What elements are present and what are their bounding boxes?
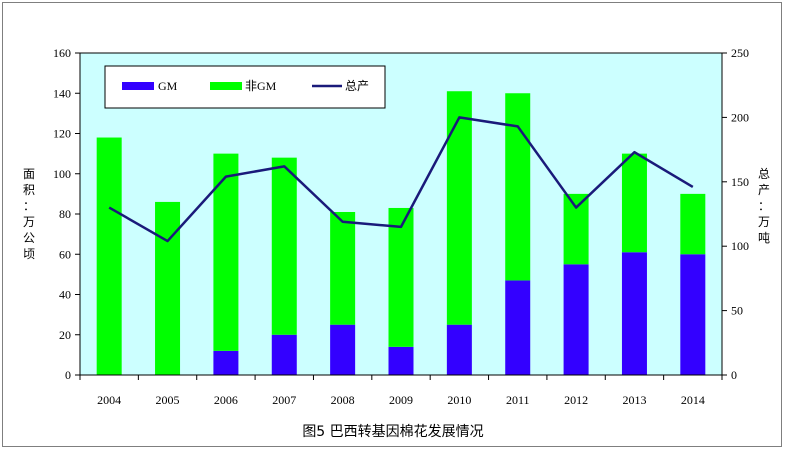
ytitle-left-char: 万: [23, 215, 35, 229]
tick-label-left-160: 160: [53, 46, 71, 60]
bar-gm-2012: [563, 264, 589, 375]
line-layer: [108, 116, 694, 243]
tick-label-x-2013: 2013: [622, 393, 646, 407]
tick-label-right-50: 50: [731, 304, 743, 318]
bar-nongm-2013: [621, 153, 647, 253]
legend-label-nongm: 非GM: [245, 79, 277, 93]
tick-label-right-250: 250: [731, 46, 749, 60]
bar-nongm-2008: [330, 211, 356, 325]
bar-gm-2010: [446, 324, 472, 375]
ytitle-left-char: ：: [23, 199, 35, 213]
tick-label-x-2005: 2005: [156, 393, 180, 407]
bar-nongm-2014: [680, 193, 706, 255]
ytitle-left-char: 积: [23, 183, 35, 197]
bar-gm-2011: [505, 280, 531, 375]
tick-label-x-2007: 2007: [272, 393, 296, 407]
tick-label-right-100: 100: [731, 239, 749, 253]
bar-nongm-2006: [213, 153, 239, 351]
ytitle-right-char: 产: [758, 183, 770, 197]
bar-nongm-2009: [388, 207, 414, 347]
y-axis-title-left: 面积 ： 万公顷: [23, 167, 35, 261]
bar-nongm-2005: [155, 201, 181, 375]
tick-label-x-2014: 2014: [681, 393, 705, 407]
ytitle-right-char: 总: [758, 167, 770, 181]
tick-label-left-80: 80: [59, 207, 71, 221]
tick-label-left-100: 100: [53, 167, 71, 181]
bar-gm-2007: [271, 334, 297, 375]
tick-label-left-40: 40: [59, 288, 71, 302]
bar-nongm-2012: [563, 193, 589, 265]
tick-label-x-2012: 2012: [564, 393, 588, 407]
ytitle-left-char: 面: [23, 167, 35, 181]
ytitle-left-char: 顷: [23, 247, 35, 261]
tick-label-x-2008: 2008: [331, 393, 355, 407]
tick-label-x-2011: 2011: [506, 393, 530, 407]
bar-gm-2013: [621, 252, 647, 375]
bar-nongm-2011: [505, 93, 531, 281]
legend-label-total: 总产: [345, 79, 369, 93]
bar-nongm-2007: [271, 157, 297, 335]
axes-layer: [75, 52, 727, 380]
bar-gm-2009: [388, 346, 414, 375]
tick-label-right-200: 200: [731, 110, 749, 124]
bar-nongm-2004: [96, 137, 122, 375]
legend-swatch-nongm: [210, 82, 242, 90]
y-axis-title-right: 总产 ： 万吨: [758, 167, 770, 245]
ytitle-right-char: 吨: [758, 231, 770, 245]
legend-swatch-gm: [122, 82, 154, 90]
tick-label-x-2009: 2009: [389, 393, 413, 407]
tick-label-layer: 0 20 40 60 80 100 120 140 160 0 50 100 150 200 250 2004…: [53, 46, 749, 407]
tick-label-left-0: 0: [65, 368, 71, 382]
tick-label-x-2004: 2004: [97, 393, 121, 407]
tick-label-left-60: 60: [59, 247, 71, 261]
ytitle-right-char: 万: [758, 215, 770, 229]
ytitle-right-char: ：: [758, 199, 770, 213]
tick-label-x-2010: 2010: [447, 393, 471, 407]
bar-nongm-2010: [446, 91, 472, 325]
ytitle-left-char: 公: [23, 231, 35, 245]
tick-label-x-2006: 2006: [214, 393, 238, 407]
line-total: [108, 116, 694, 243]
tick-label-left-140: 140: [53, 86, 71, 100]
tick-label-left-20: 20: [59, 328, 71, 342]
tick-label-left-120: 120: [53, 127, 71, 141]
legend-label-gm: GM: [158, 79, 178, 93]
tick-label-right-150: 150: [731, 175, 749, 189]
tick-label-right-0: 0: [731, 368, 737, 382]
bar-gm-2006: [213, 350, 239, 375]
chart-caption: 图5 巴西转基因棉花发展情况: [302, 423, 483, 440]
legend: GM 非GM 总产: [104, 65, 386, 109]
bar-gm-2014: [680, 254, 706, 375]
bar-gm-2008: [330, 324, 356, 375]
